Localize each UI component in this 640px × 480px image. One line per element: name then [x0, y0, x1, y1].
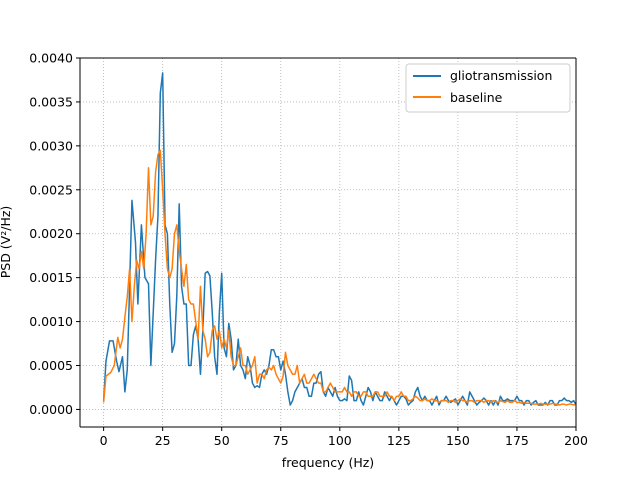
y-tick-label: 0.0035 [29, 94, 73, 109]
x-tick-label: 75 [273, 433, 289, 448]
x-tick-label: 50 [214, 433, 230, 448]
x-tick-label: 125 [387, 433, 411, 448]
x-tick-label: 150 [446, 433, 470, 448]
y-tick-label: 0.0015 [29, 270, 73, 285]
x-tick-label: 175 [505, 433, 529, 448]
y-tick-label: 0.0010 [29, 314, 73, 329]
x-tick-label: 100 [328, 433, 352, 448]
y-tick-label: 0.0030 [29, 138, 73, 153]
y-tick-label: 0.0020 [29, 226, 73, 241]
legend-label-baseline: baseline [450, 90, 503, 105]
series-group [102, 72, 577, 406]
x-tick-label: 25 [155, 433, 171, 448]
legend-label-gliotransmission: gliotransmission [450, 68, 552, 83]
x-axis-label: frequency (Hz) [282, 455, 374, 470]
y-tick-label: 0.0000 [29, 402, 73, 417]
plot-area [80, 58, 576, 427]
y-tick-label: 0.0040 [29, 51, 73, 66]
x-tick-label: 200 [564, 433, 588, 448]
legend-box [405, 63, 571, 113]
y-tick-label: 0.0005 [29, 358, 73, 373]
y-tick-label: 0.0025 [29, 182, 73, 197]
x-tick-label: 0 [100, 433, 108, 448]
y-axis-label: PSD (V²/Hz) [0, 206, 13, 279]
ticks: 0 25 50 75 100 125 150 175 200 0.0000 0.0005 0.0010… [29, 51, 588, 449]
legend: gliotransmission baseline [405, 63, 571, 113]
series-line-baseline [102, 149, 577, 406]
